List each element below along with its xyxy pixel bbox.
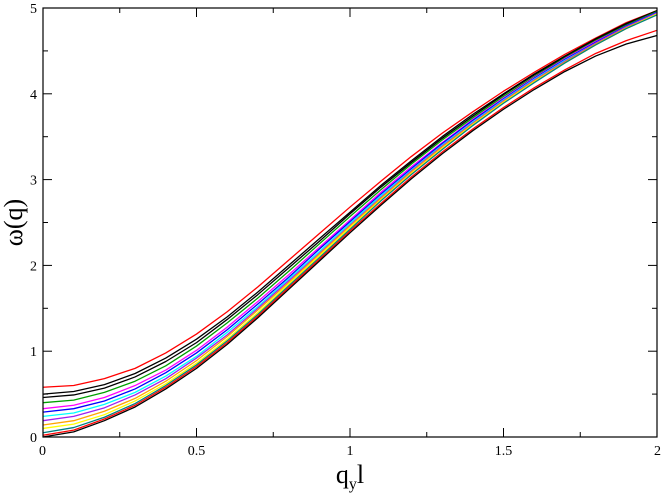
y-tick-label: 5 [30, 2, 37, 17]
x-tick-label: 1.5 [495, 444, 513, 459]
series-line-13 [42, 34, 658, 438]
x-tick-label: 2 [654, 444, 661, 459]
x-tick-label: 0 [39, 444, 46, 459]
y-tick-label: 0 [30, 431, 37, 446]
series-line-9 [42, 13, 658, 426]
y-tick-label: 2 [30, 259, 37, 274]
x-axis-label-suffix: l [357, 460, 364, 489]
ticks-layer: 0 0.5 1 1.5 2 0 1 2 3 4 5 [30, 2, 661, 459]
series-line-6 [42, 11, 658, 413]
series-layer [42, 9, 658, 438]
plot-frame [42, 7, 658, 438]
series-line-5 [42, 11, 658, 410]
x-axis-label-subscript: y [349, 476, 357, 493]
y-axis-label: ω(q) [0, 199, 28, 246]
x-axis-label-base: q [336, 460, 349, 489]
series-line-4 [42, 10, 658, 404]
x-tick-label: 1 [347, 444, 354, 459]
series-line-3 [42, 10, 658, 399]
y-tick-label: 1 [30, 345, 37, 360]
x-tick-label: 0.5 [188, 444, 206, 459]
series-line-7 [42, 12, 658, 418]
y-tick-label: 4 [30, 88, 37, 103]
series-line-2 [42, 9, 658, 395]
series-line-1 [42, 9, 658, 388]
x-axis-label: qyl [336, 460, 364, 493]
series-line-12 [42, 29, 658, 436]
series-line-11 [42, 14, 658, 434]
y-tick-label: 3 [30, 174, 37, 189]
